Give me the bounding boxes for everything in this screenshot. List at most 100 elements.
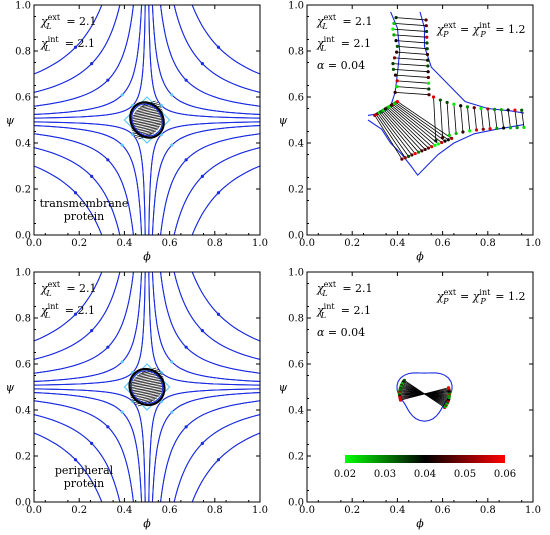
spinodal-point (185, 79, 188, 82)
coexistence-curve (185, 251, 271, 346)
y-tick-label: 0.4 (288, 139, 304, 150)
spinodal-point (121, 93, 124, 96)
spinodal-point (90, 62, 93, 65)
tie-end-point (473, 106, 476, 109)
tie-end-point (522, 126, 525, 129)
tie-end-point (425, 24, 428, 27)
spinodal-point (106, 158, 109, 161)
tie-end-point (407, 155, 410, 158)
tie-line (387, 108, 429, 148)
y-tick-label: 0.8 (288, 47, 304, 58)
coexistence-curve (149, 260, 276, 385)
tie-end-point (479, 107, 482, 110)
coexistence-curve (23, 125, 142, 241)
coexistence-curve (149, 389, 272, 518)
tie-end-point (434, 139, 437, 142)
y-tick-label: 0.8 (288, 314, 304, 325)
spinodal-point (217, 191, 220, 194)
spinodal-point (160, 104, 163, 107)
tie-line (515, 110, 517, 127)
tie-end-point (426, 53, 429, 56)
tie-end-point (425, 18, 428, 21)
y-tick-label: 0.2 (288, 452, 304, 463)
spinodal-point (170, 93, 173, 96)
coexistence-curve (23, 251, 109, 346)
spinodal-point (217, 313, 220, 316)
tie-end-point (394, 16, 397, 19)
tie-end-point (426, 64, 429, 67)
spinodal-point (131, 133, 134, 136)
x-tick-label: 0.4 (116, 505, 132, 516)
coexistence-curve (29, 125, 143, 246)
spinodal-point (185, 158, 188, 161)
tie-end-point (500, 108, 503, 111)
y-tick-label: 0.4 (288, 406, 304, 417)
coexistence-curve (188, 426, 281, 514)
x-axis-label: ϕ (143, 250, 151, 263)
spinodal-point (74, 191, 77, 194)
protein-label: peripheral (55, 464, 114, 477)
tie-end-point (520, 109, 523, 112)
x-tick-label: 0.4 (389, 238, 405, 249)
tie-end-point (391, 62, 394, 65)
tie-end-point (414, 152, 417, 155)
tie-end-point (410, 153, 413, 156)
tie-line (495, 109, 497, 128)
x-tick-label: 1.0 (252, 505, 268, 516)
spinodal-point (201, 442, 204, 445)
x-axis-label: ϕ (143, 517, 151, 530)
tie-end-point (394, 39, 397, 42)
spinodal-point (170, 360, 173, 363)
tie-end-point (427, 76, 430, 79)
spinodal-point (170, 411, 173, 414)
y-axis-label: ψ (6, 114, 15, 127)
coexistence-curve (149, 389, 276, 514)
spinodal-point (121, 411, 124, 414)
annotation-2: α = 0.04 (317, 59, 365, 72)
tie-end-point (452, 103, 455, 106)
plot-area (13, 251, 281, 524)
coexistence-curve (152, 392, 271, 508)
spinodal-point (90, 175, 93, 178)
protein-label: protein (64, 210, 104, 223)
coexistence-curve (23, 122, 146, 251)
tie-end-point (516, 126, 519, 129)
coexistence-curve (188, 0, 281, 81)
spinodal-point (201, 62, 204, 65)
tie-end-point (482, 128, 485, 131)
coexistence-curve (185, 0, 271, 78)
y-tick-label: 0.6 (288, 360, 304, 371)
y-tick-label: 0.6 (15, 93, 31, 104)
tie-end-point (425, 41, 428, 44)
tie-end-point (427, 93, 430, 96)
y-tick-label: 0.2 (15, 185, 31, 196)
x-tick-label: 0.8 (480, 505, 496, 516)
coexistence-curve (152, 0, 271, 115)
spinodal-point (201, 175, 204, 178)
tie-end-point (493, 108, 496, 111)
tie-line (467, 107, 469, 131)
y-axis-label: ψ (279, 114, 288, 127)
tie-end-point (425, 30, 428, 33)
x-tick-label: 0.8 (480, 238, 496, 249)
tie-end-point (404, 156, 407, 159)
spinodal-point (201, 329, 204, 332)
tie-end-point (425, 36, 428, 39)
coexistence-curve (149, 0, 272, 118)
tie-end-point (509, 126, 512, 129)
tie-end-point (400, 158, 403, 161)
x-tick-label: 0.2 (71, 238, 87, 249)
tie-end-point (396, 45, 399, 48)
y-tick-label: 0.0 (288, 498, 304, 509)
tie-end-point (466, 105, 469, 108)
tie-end-point (395, 51, 398, 54)
spinodal-point (90, 442, 93, 445)
y-tick-label: 0.6 (288, 93, 304, 104)
tie-line (447, 102, 449, 135)
protein-label: transmembrane (40, 197, 129, 210)
coexistence-curve (29, 260, 143, 381)
x-tick-label: 1.0 (252, 238, 268, 249)
